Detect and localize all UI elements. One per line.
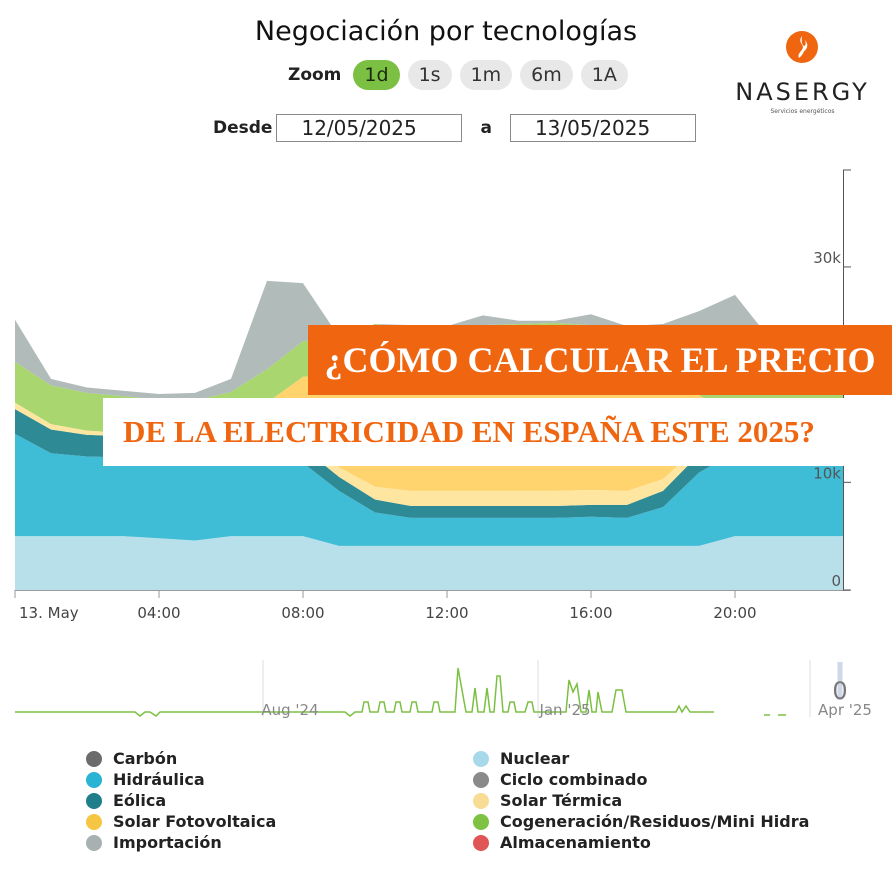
logo-tagline: Servicios energéticos [770,108,835,115]
navigator-tick-label: Apr '25 [818,701,872,719]
x-tick-label: 20:00 [713,604,756,622]
to-label: a [480,118,492,138]
zoom-6m-button[interactable]: 6m [520,60,573,90]
legend-label: Carbón [113,749,178,768]
legend-label: Importación [113,833,222,852]
to-date-input[interactable] [509,114,696,142]
legend-swatch [86,813,102,830]
x-tick-label: 04:00 [137,604,180,622]
legend-item[interactable]: Hidráulica [86,769,276,790]
legend-column-1: Carbón Hidráulica Eólica Solar Fotovolta… [86,748,276,853]
y-tick-label: 30k [813,249,841,267]
x-tick-label: 13. May [19,604,79,622]
flame-icon [786,31,818,63]
zoom-1d-button[interactable]: 1d [353,60,400,90]
zoom-label: Zoom [288,65,342,85]
headline-line-2: DE LA ELECTRICIDAD EN ESPAÑA ESTE 2025? [103,398,892,466]
zoom-1a-button[interactable]: 1A [580,60,628,90]
legend-item[interactable]: Carbón [86,748,276,769]
legend-label: Cogeneración/Residuos/Mini Hidra [500,812,810,831]
legend-item[interactable]: Solar Térmica [473,790,809,811]
legend-label: Solar Fotovoltaica [113,812,277,831]
legend-swatch [86,750,102,767]
zoom-selector: Zoom 1d 1s 1m 6m 1A [288,60,636,90]
navigator-panel [15,660,840,717]
zoom-1m-button[interactable]: 1m [459,60,513,90]
navigator-tick-label: Aug '24 [261,701,318,719]
logo-wordmark: NASERGY [735,78,870,106]
headline-line-1: ¿CÓMO CALCULAR EL PRECIO [308,325,892,395]
y-tick-label: 10k [813,464,841,482]
legend-item[interactable]: Nuclear [473,748,809,769]
y-tick-label: 0 [831,572,841,590]
x-tick-label: 08:00 [281,604,324,622]
legend-item[interactable]: Eólica [86,790,276,811]
legend-label: Eólica [113,791,167,810]
date-range: Desde a [213,114,696,142]
navigator-series-line [15,667,714,717]
legend-item[interactable]: Solar Fotovoltaica [86,811,276,832]
legend-swatch [473,792,489,809]
legend-swatch [473,750,489,767]
legend-item[interactable]: Almacenamiento [473,832,809,853]
x-tick-label: 16:00 [569,604,612,622]
chart-title: Negociación por tecnologías [254,16,638,47]
zoom-1s-button[interactable]: 1s [407,60,452,90]
area-nuclear [15,536,843,590]
x-tick-label: 12:00 [425,604,468,622]
legend-item[interactable]: Ciclo combinado [473,769,809,790]
legend-label: Solar Térmica [500,791,623,810]
legend-swatch [473,771,489,788]
legend-swatch [86,771,102,788]
legend-label: Ciclo combinado [500,770,648,789]
from-date-input[interactable] [276,114,463,142]
navigator-tick-label: Jan '25 [538,701,590,719]
legend-label: Almacenamiento [500,833,651,852]
legend-swatch [473,834,489,851]
from-label: Desde [213,118,273,138]
navigator-y-label: 0 [832,677,847,705]
legend-column-2: Nuclear Ciclo combinado Solar Térmica Co… [473,748,809,853]
legend-item[interactable]: Importación [86,832,276,853]
legend-label: Hidráulica [113,770,205,789]
legend-item[interactable]: Cogeneración/Residuos/Mini Hidra [473,811,809,832]
legend-swatch [86,834,102,851]
legend-swatch [86,792,102,809]
legend-swatch [473,813,489,830]
legend-label: Nuclear [500,749,570,768]
company-logo: NASERGY Servicios energéticos [730,30,875,120]
